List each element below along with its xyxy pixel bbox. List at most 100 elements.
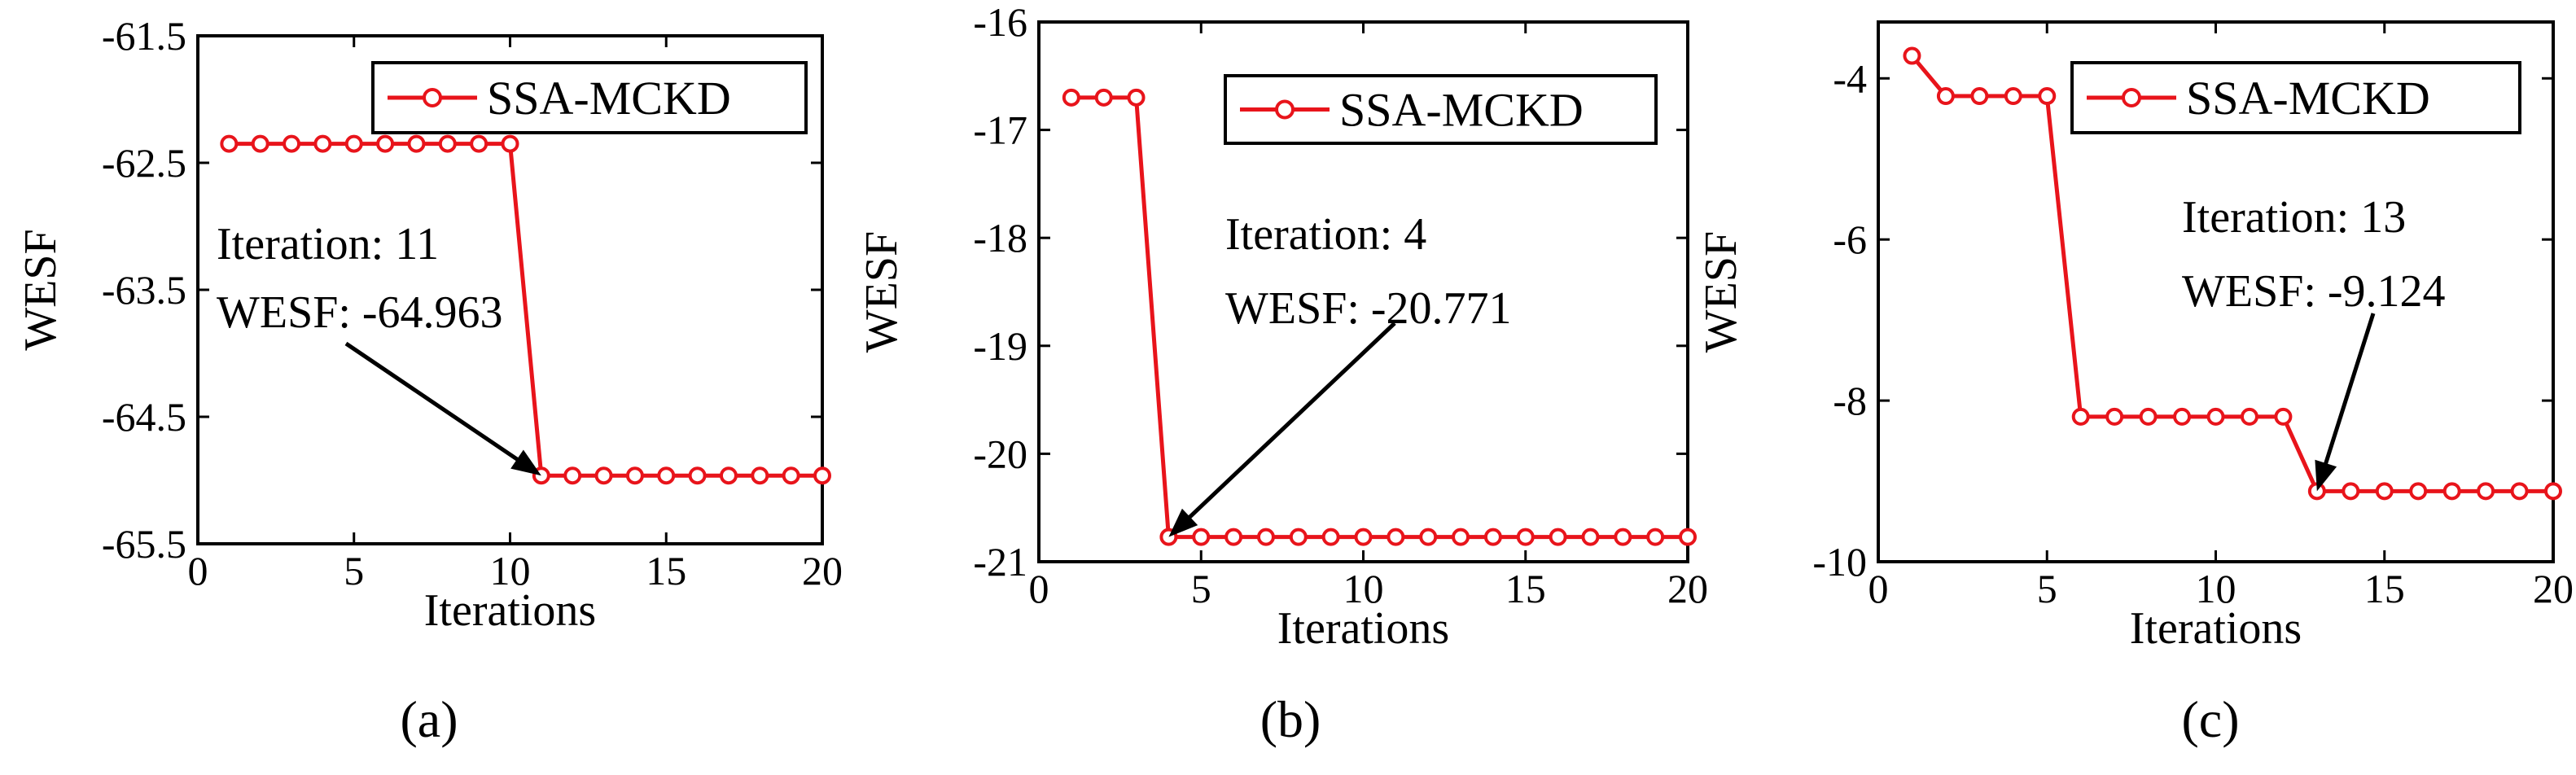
data-point [751, 466, 769, 485]
x-tick-label: 15 [2364, 566, 2405, 611]
data-point [1549, 528, 1567, 546]
y-axis-label: WESF [1696, 231, 1746, 352]
data-point [2477, 482, 2495, 501]
data-point [1679, 528, 1697, 546]
annotation-arrow-shaft [1175, 322, 1396, 531]
data-point [657, 466, 676, 485]
data-point [1256, 528, 1275, 546]
data-point [376, 134, 395, 153]
data-point [1387, 528, 1405, 546]
x-tick-label: 20 [2533, 566, 2574, 611]
y-tick-label: -62.5 [102, 140, 186, 186]
legend-label: SSA-MCKD [487, 72, 731, 125]
data-point [344, 134, 363, 153]
data-point [1321, 528, 1340, 546]
data-point [813, 466, 831, 485]
chart-panel-1: 0 5 10 15 20 -65.5 -64.5 -63.5 -62.5 -61.5 Iterati… [15, 13, 843, 748]
legend-label: SSA-MCKD [1339, 84, 1584, 137]
data-point [1581, 528, 1600, 546]
data-point [2071, 407, 2090, 426]
y-tick-label: -17 [973, 107, 1027, 153]
data-point [2004, 87, 2022, 106]
data-point [1614, 528, 1632, 546]
y-tick-label: -6 [1833, 217, 1867, 262]
data-point [438, 134, 457, 153]
x-tick-label: 20 [1667, 566, 1708, 611]
data-point [2409, 482, 2428, 501]
data-point [625, 466, 644, 485]
data-point [313, 134, 332, 153]
annotation-arrow-shaft [344, 341, 533, 471]
x-tick-label: 5 [1191, 566, 1211, 611]
legend-label: SSA-MCKD [2186, 72, 2430, 125]
data-point [251, 134, 269, 153]
x-tick-label: 15 [646, 548, 686, 593]
x-tick-label: 15 [1505, 566, 1546, 611]
y-tick-label: -63.5 [102, 267, 186, 313]
legend-marker-swatch [2122, 88, 2141, 107]
data-point [283, 134, 301, 153]
data-point [1094, 88, 1113, 107]
data-point [2240, 407, 2258, 426]
data-point [1936, 87, 1955, 106]
data-point [2544, 482, 2562, 501]
y-axis-label: WESF [856, 231, 907, 352]
data-point [1127, 88, 1146, 107]
data-point [2139, 407, 2158, 426]
x-tick-label: 5 [2037, 566, 2057, 611]
data-point [220, 134, 239, 153]
annotation-arrow-head [1168, 508, 1198, 537]
data-point [782, 466, 800, 485]
data-point [594, 466, 613, 485]
y-tick-label: -65.5 [102, 521, 186, 567]
annotation-arrow-shaft [2318, 313, 2376, 481]
x-tick-label: 5 [344, 548, 364, 593]
annotation-arrow-head [510, 449, 541, 476]
x-tick-label: 0 [1029, 566, 1049, 611]
data-point [2510, 482, 2529, 501]
y-tick-label: -16 [973, 0, 1027, 45]
y-tick-label: -8 [1833, 378, 1867, 423]
y-tick-label: -18 [973, 215, 1027, 261]
x-axis-label: Iterations [2130, 603, 2302, 654]
data-point [501, 134, 519, 153]
panel-label: (a) [400, 690, 458, 748]
data-point [719, 466, 738, 485]
data-point [2206, 407, 2225, 426]
x-tick-label: 10 [490, 548, 531, 593]
data-point [2274, 407, 2293, 426]
panel-label: (b) [1260, 690, 1321, 748]
x-tick-label: 10 [2196, 566, 2236, 611]
annotation-arrow-head [2315, 459, 2337, 492]
x-tick-label: 0 [188, 548, 208, 593]
annotation-iteration: Iteration: 13 [2182, 192, 2406, 243]
data-point [2375, 482, 2394, 501]
x-tick-label: 0 [1868, 566, 1889, 611]
data-point [2105, 407, 2124, 426]
y-tick-label: -20 [973, 431, 1027, 476]
data-point [1419, 528, 1438, 546]
chart-panel-3: 0 5 10 15 20 -10 -8 -6 -4 Iterations WESF SSA-MCKD I… [1696, 20, 2574, 748]
annotation-wesf: WESF: -20.771 [1225, 283, 1512, 334]
legend-marker-swatch [423, 88, 442, 107]
x-tick-label: 10 [1343, 566, 1384, 611]
data-point [1452, 528, 1470, 546]
data-point [1289, 528, 1308, 546]
data-point [1903, 46, 1921, 65]
x-axis-label: Iterations [424, 585, 596, 636]
y-tick-label: -4 [1833, 55, 1867, 101]
data-point [1354, 528, 1373, 546]
annotation-iteration: Iteration: 4 [1225, 209, 1426, 260]
data-point [688, 466, 707, 485]
y-tick-label: -21 [973, 539, 1027, 585]
data-point [563, 466, 582, 485]
data-point [1062, 88, 1080, 107]
annotation-wesf: WESF: -64.963 [217, 287, 503, 338]
panel-label: (c) [2181, 690, 2239, 748]
data-point [470, 134, 488, 153]
data-point [2342, 482, 2360, 501]
x-tick-label: 20 [802, 548, 843, 593]
data-point [1224, 528, 1243, 546]
